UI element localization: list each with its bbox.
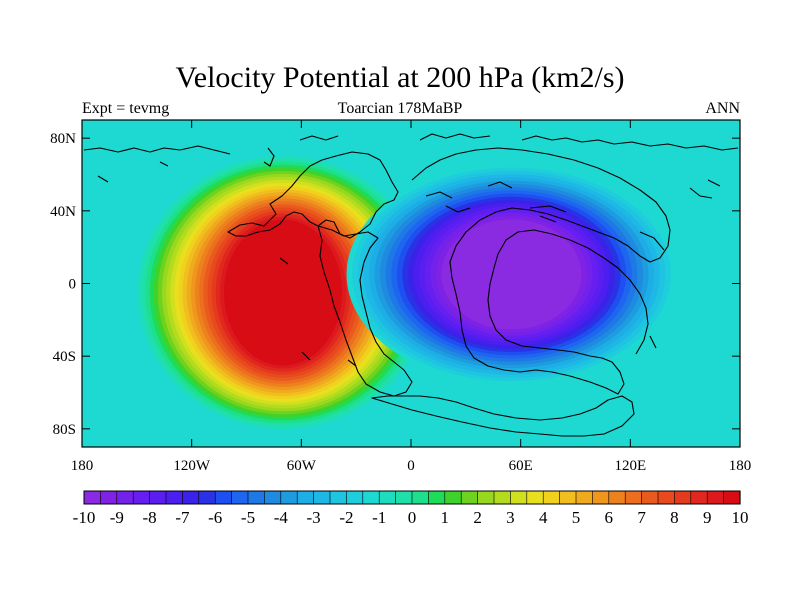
y-tick-label: 80N — [50, 131, 76, 147]
colorbar-swatch — [83, 490, 102, 505]
colorbar-swatch — [378, 490, 397, 505]
colorbar-swatch — [460, 490, 479, 505]
y-tick-label: 80S — [53, 422, 76, 438]
x-tick-label: 60E — [509, 458, 533, 474]
season-label: ANN — [705, 100, 740, 117]
colorbar-swatch — [280, 490, 298, 505]
colorbar-swatch — [706, 490, 725, 505]
colorbar-label: -1 — [372, 508, 386, 527]
colorbar-label: -7 — [175, 508, 190, 527]
colorbar-label: -9 — [110, 508, 124, 527]
colorbar-swatch — [362, 490, 380, 505]
colorbar-label: -4 — [274, 508, 289, 527]
colorbar-label: -5 — [241, 508, 255, 527]
colorbar-swatch — [198, 490, 216, 505]
colorbar-label: 8 — [670, 508, 679, 527]
colorbar-swatch — [542, 490, 561, 505]
colorbar-swatch — [231, 490, 249, 505]
x-tick-label: 120E — [614, 458, 646, 474]
colorbar-label: 4 — [539, 508, 548, 527]
x-tick-label: 0 — [407, 458, 415, 474]
colorbar-swatch — [608, 490, 626, 505]
colorbar-swatch — [559, 490, 577, 505]
coastline-north-america — [227, 151, 399, 239]
colorbar-label: 3 — [506, 508, 515, 527]
colorbar-swatch — [444, 490, 462, 505]
colorbar-label: -6 — [208, 508, 222, 527]
colorbar-swatch — [428, 490, 446, 505]
coastline-south-america — [317, 225, 413, 397]
colorbar-label: -3 — [307, 508, 321, 527]
colorbar-swatch — [247, 490, 266, 505]
axes: 180 120W 60W 0 60E 120E 180 80N 40N 0 40S 80S — [50, 120, 751, 474]
colorbar-swatch — [592, 490, 610, 505]
y-tick-label: 40S — [53, 349, 76, 365]
colorbar-swatch — [575, 490, 594, 505]
coastline-africa-eurasia — [411, 147, 671, 395]
colorbar-swatch — [182, 490, 200, 505]
coastline-inland-seas — [279, 181, 665, 367]
x-tick-label: 60W — [287, 458, 317, 474]
colorbar-label: 2 — [473, 508, 482, 527]
x-tick-label: 180 — [71, 458, 94, 474]
colorbar-swatch — [624, 490, 643, 505]
colorbar-swatch — [346, 490, 364, 505]
colorbar-label: 0 — [408, 508, 417, 527]
colorbar-swatch — [395, 490, 413, 505]
colorbar-swatch — [477, 490, 495, 505]
colorbar-swatch — [641, 490, 659, 505]
colorbar-swatch — [510, 490, 528, 505]
colorbar-label: 7 — [637, 508, 646, 527]
y-tick-label: 40N — [50, 204, 76, 220]
colorbar-swatch — [657, 490, 676, 505]
colorbar-swatch — [329, 490, 348, 505]
field-center-positive-max — [133, 152, 434, 433]
x-tick-label: 180 — [729, 458, 752, 474]
experiment-label: Expt = tevmg — [82, 100, 170, 117]
colorbar-swatch — [214, 490, 233, 505]
colorbar-label: 5 — [572, 508, 581, 527]
colorbar-swatch — [690, 490, 708, 505]
colorbar-swatch — [493, 490, 512, 505]
colorbar-swatch — [100, 490, 118, 505]
colorbar-swatch — [411, 490, 430, 505]
colorbar-swatch — [296, 490, 315, 505]
y-tick-label: 0 — [69, 277, 77, 293]
x-tick-label: 120W — [173, 458, 211, 474]
colorbar-label: -8 — [143, 508, 157, 527]
velocity-potential-field — [82, 120, 740, 447]
colorbar-label: 9 — [703, 508, 712, 527]
colorbar-frame — [83, 490, 741, 505]
colorbar-swatch — [165, 490, 184, 505]
colorbar-swatch — [132, 490, 151, 505]
colorbar-swatch — [723, 490, 741, 505]
colorbar: -10 -9 -8 -7 -6 -5 -4 -3 -2 -1 0 1 2 3 4 5 6 7 8 9 10 — [73, 490, 749, 527]
colorbar-swatch — [313, 490, 331, 505]
colorbar-label: -2 — [339, 508, 353, 527]
map-title: Velocity Potential at 200 hPa (km2/s) — [175, 61, 625, 94]
field-center-negative-min — [346, 164, 677, 385]
colorbar-label: 1 — [441, 508, 450, 527]
field-band — [228, 222, 339, 363]
colorbar-swatch — [149, 490, 167, 505]
field-band — [441, 219, 582, 330]
colorbar-swatch — [674, 490, 692, 505]
coastline-north-islands — [83, 133, 739, 199]
period-label: Toarcian 178MaBP — [337, 100, 463, 117]
colorbar-label: -10 — [73, 508, 96, 527]
colorbar-label: 10 — [732, 508, 749, 527]
colorbar-label: 6 — [605, 508, 614, 527]
colorbar-swatch — [264, 490, 282, 505]
colorbar-swatch — [116, 490, 134, 505]
colorbar-swatch — [526, 490, 544, 505]
coastlines — [83, 133, 739, 437]
coastline-antarctica — [371, 395, 635, 437]
